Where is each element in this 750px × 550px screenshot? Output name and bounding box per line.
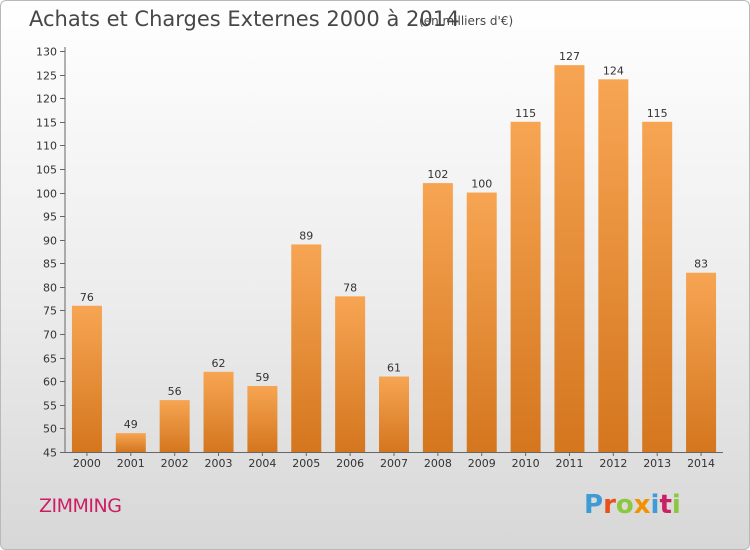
bar-2002 xyxy=(159,400,190,452)
data-label-2013: 115 xyxy=(647,107,668,120)
y-tick-label: 80 xyxy=(43,282,57,295)
x-tick-label-2014: 2014 xyxy=(687,457,715,470)
x-tick-label-2002: 2002 xyxy=(161,457,189,470)
bar-2013 xyxy=(642,121,673,452)
data-label-2002: 56 xyxy=(168,385,182,398)
bar-2000 xyxy=(71,305,102,452)
data-label-2010: 115 xyxy=(515,107,536,120)
logo-letter: t xyxy=(659,490,672,520)
data-label-2012: 124 xyxy=(603,64,624,77)
y-tick-label: 100 xyxy=(36,188,57,201)
bar-2011 xyxy=(554,65,585,452)
data-label-2011: 127 xyxy=(559,50,580,63)
proxiti-logo: Proxiti xyxy=(584,490,681,520)
bar-2012 xyxy=(598,79,629,453)
logo-letter: o xyxy=(615,490,634,520)
chart-title: Achats et Charges Externes 2000 à 2014 xyxy=(29,7,460,31)
data-label-2007: 61 xyxy=(387,362,401,375)
commune-name: ZIMMING xyxy=(39,495,122,517)
y-tick-label: 90 xyxy=(43,235,57,248)
x-tick-label-2013: 2013 xyxy=(643,457,671,470)
data-label-2001: 49 xyxy=(124,418,138,431)
y-tick-label: 85 xyxy=(43,258,57,271)
y-tick-label: 70 xyxy=(43,329,57,342)
data-label-2009: 100 xyxy=(471,178,492,191)
y-tick-label: 130 xyxy=(36,46,57,59)
bar-2010 xyxy=(510,121,541,452)
y-tick-label: 95 xyxy=(43,211,57,224)
data-label-2005: 89 xyxy=(299,229,313,242)
y-tick-label: 65 xyxy=(43,353,57,366)
x-tick-label-2007: 2007 xyxy=(380,457,408,470)
x-tick-label-2008: 2008 xyxy=(424,457,452,470)
data-label-2003: 62 xyxy=(212,357,226,370)
data-label-2000: 76 xyxy=(80,291,94,304)
y-tick-label: 75 xyxy=(43,305,57,318)
y-tick-label: 120 xyxy=(36,93,57,106)
logo-letter: r xyxy=(603,490,616,520)
x-tick-label-2000: 2000 xyxy=(73,457,101,470)
x-tick-label-2012: 2012 xyxy=(599,457,627,470)
x-tick-label-2003: 2003 xyxy=(205,457,233,470)
bar-2009 xyxy=(466,192,497,452)
bar-2003 xyxy=(203,371,234,452)
bar-2006 xyxy=(335,296,366,452)
data-label-2004: 59 xyxy=(255,371,269,384)
bar-2001 xyxy=(115,433,146,452)
y-tick-label: 50 xyxy=(43,423,57,436)
data-label-2008: 102 xyxy=(427,168,448,181)
logo-letter: i xyxy=(650,490,660,520)
bar-2008 xyxy=(422,183,453,452)
logo-letter: i xyxy=(671,490,681,520)
x-tick-label-2009: 2009 xyxy=(468,457,496,470)
y-tick-label: 110 xyxy=(36,140,57,153)
y-tick-label: 115 xyxy=(36,117,57,130)
bar-2005 xyxy=(291,244,322,452)
y-tick-label: 125 xyxy=(36,70,57,83)
logo-letter: P xyxy=(584,490,604,520)
y-tick-label: 55 xyxy=(43,400,57,413)
bar-2014 xyxy=(686,272,717,452)
data-label-2014: 83 xyxy=(694,258,708,271)
y-tick-label: 105 xyxy=(36,164,57,177)
x-tick-label-2005: 2005 xyxy=(292,457,320,470)
y-tick-label: 45 xyxy=(43,447,57,460)
y-tick-label: 60 xyxy=(43,376,57,389)
x-tick-label-2004: 2004 xyxy=(248,457,276,470)
chart-subtitle: (en milliers d'€) xyxy=(419,14,514,28)
data-label-2006: 78 xyxy=(343,281,357,294)
x-tick-label-2006: 2006 xyxy=(336,457,364,470)
x-tick-label-2001: 2001 xyxy=(117,457,145,470)
x-tick-label-2011: 2011 xyxy=(555,457,583,470)
logo-letter: x xyxy=(633,490,651,520)
bar-2007 xyxy=(379,376,409,452)
bar-2004 xyxy=(247,385,278,452)
x-tick-label-2010: 2010 xyxy=(512,457,540,470)
